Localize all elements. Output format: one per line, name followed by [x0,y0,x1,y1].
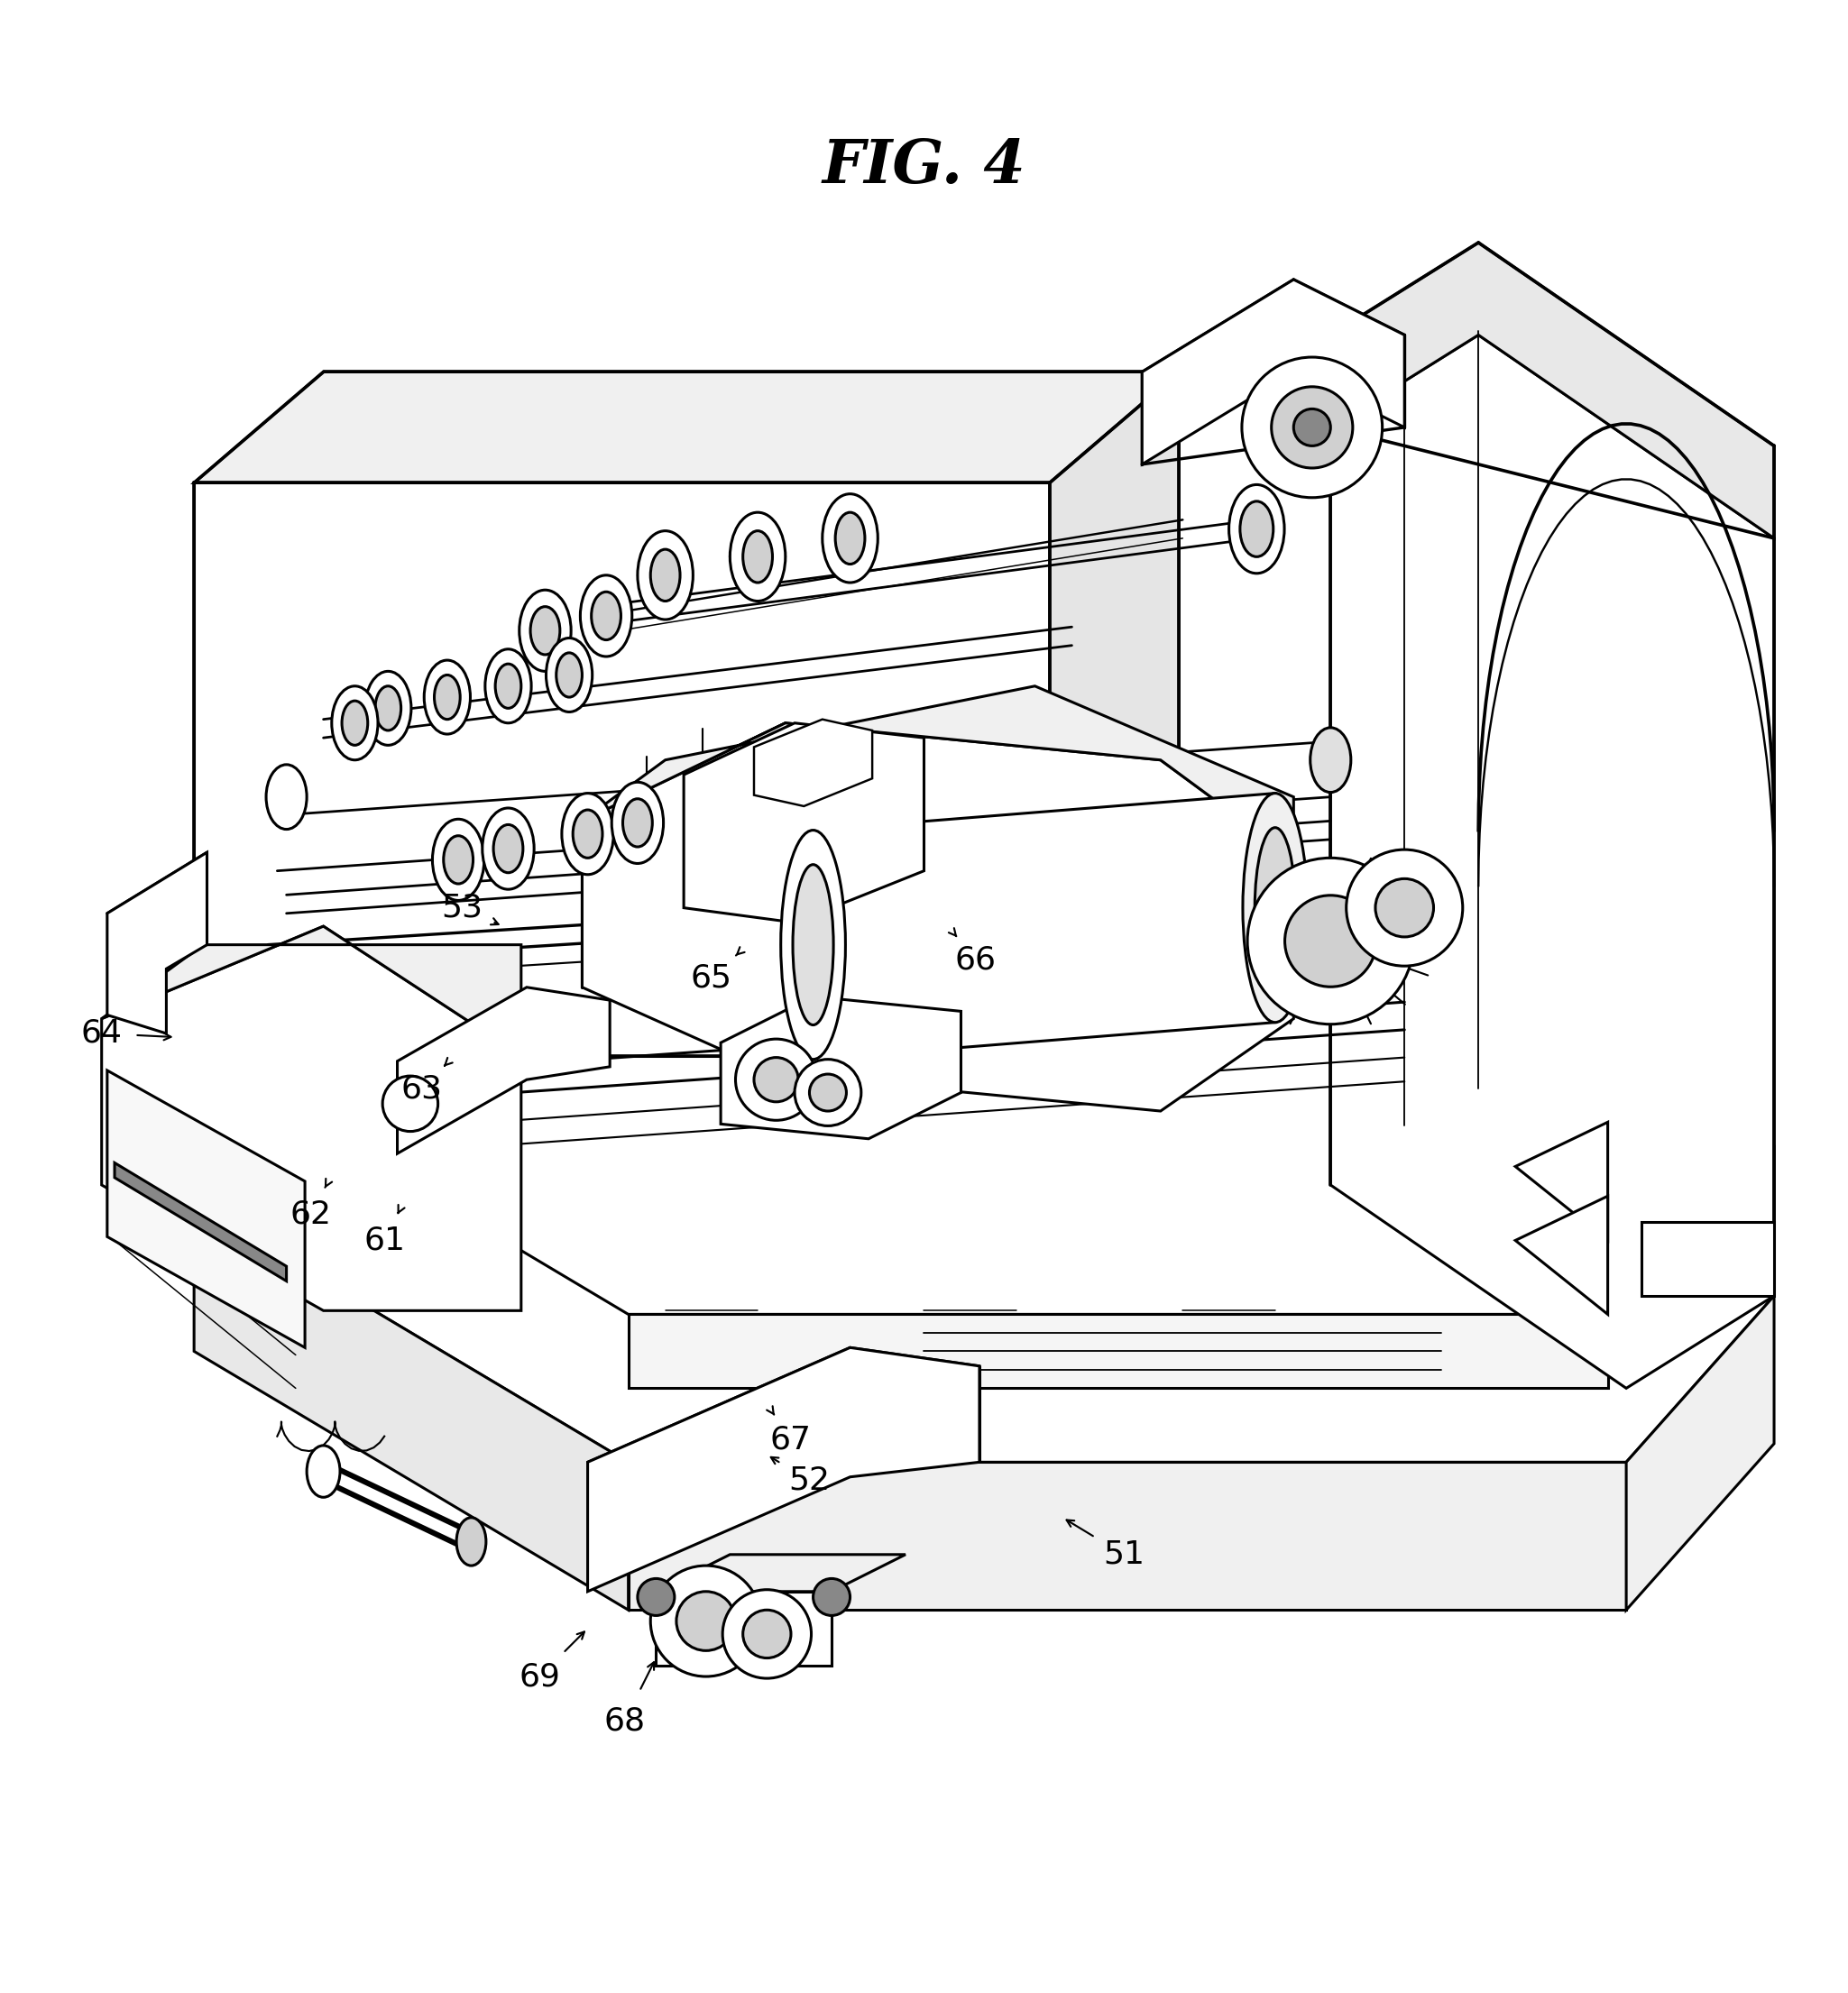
Polygon shape [1641,1222,1774,1295]
Polygon shape [115,1162,286,1281]
Text: 67: 67 [771,1425,811,1455]
Circle shape [813,1578,850,1616]
Circle shape [723,1590,811,1678]
Ellipse shape [1240,502,1273,556]
Text: 66: 66 [955,945,996,975]
Ellipse shape [793,865,833,1024]
Text: 64: 64 [81,1018,122,1048]
Circle shape [795,1060,861,1126]
Ellipse shape [780,831,845,1060]
Ellipse shape [638,530,693,620]
Ellipse shape [547,638,591,712]
Ellipse shape [519,590,571,672]
Ellipse shape [730,512,785,602]
Text: 52: 52 [789,1465,830,1497]
Polygon shape [656,1555,906,1592]
Ellipse shape [591,592,621,640]
Circle shape [638,1578,675,1616]
Circle shape [1242,357,1382,498]
Circle shape [650,1566,761,1676]
Ellipse shape [1310,727,1351,793]
Text: FIG. 4: FIG. 4 [822,138,1026,195]
Circle shape [736,1038,817,1120]
Ellipse shape [432,819,484,901]
Polygon shape [684,723,924,923]
Ellipse shape [423,660,469,733]
Polygon shape [628,1313,1608,1389]
Polygon shape [1050,373,1179,1056]
Polygon shape [102,927,521,1056]
Ellipse shape [835,512,865,564]
Ellipse shape [530,606,560,654]
Polygon shape [194,1056,1774,1463]
Text: 69: 69 [519,1660,560,1692]
Ellipse shape [562,793,614,875]
Ellipse shape [484,650,530,723]
Text: 53: 53 [442,893,482,923]
Text: 62: 62 [290,1200,331,1230]
Ellipse shape [266,765,307,829]
Text: 65: 65 [691,963,732,993]
Ellipse shape [1255,827,1295,989]
Ellipse shape [822,494,878,582]
Circle shape [1294,409,1331,446]
Ellipse shape [493,825,523,873]
Circle shape [754,1058,798,1102]
Text: 68: 68 [604,1706,645,1736]
Ellipse shape [650,550,680,602]
Text: 51: 51 [1103,1539,1144,1570]
Ellipse shape [342,702,368,745]
Polygon shape [1626,1295,1774,1610]
Ellipse shape [1242,793,1307,1022]
Circle shape [1247,857,1414,1024]
Ellipse shape [375,686,401,729]
Ellipse shape [444,835,473,883]
Polygon shape [397,987,610,1154]
Polygon shape [721,996,961,1138]
Polygon shape [1331,243,1774,538]
Circle shape [1345,849,1462,967]
Ellipse shape [331,686,377,759]
Circle shape [1271,387,1353,468]
Text: 61: 61 [364,1226,405,1256]
Circle shape [383,1076,438,1132]
Polygon shape [628,1463,1626,1610]
Polygon shape [1515,1196,1608,1313]
Ellipse shape [612,781,663,863]
Polygon shape [582,686,1294,857]
Polygon shape [1515,1122,1608,1240]
Polygon shape [194,1204,628,1610]
Polygon shape [1142,279,1404,464]
Polygon shape [1331,335,1774,1389]
Polygon shape [656,1592,832,1666]
Ellipse shape [482,807,534,889]
Polygon shape [194,482,1050,1056]
Polygon shape [107,1070,305,1347]
Ellipse shape [743,530,772,582]
Polygon shape [107,853,207,1034]
Ellipse shape [1229,484,1284,574]
Text: 63: 63 [401,1074,442,1104]
Ellipse shape [623,799,652,847]
Polygon shape [588,1347,979,1592]
Polygon shape [754,719,872,807]
Ellipse shape [495,664,521,708]
Ellipse shape [364,672,410,745]
Circle shape [1284,895,1377,987]
Ellipse shape [434,676,460,719]
Circle shape [676,1592,736,1650]
Polygon shape [813,793,1275,1060]
Polygon shape [582,723,1294,1110]
Circle shape [1375,879,1434,937]
Circle shape [743,1610,791,1658]
Ellipse shape [456,1517,486,1566]
Ellipse shape [573,809,602,857]
Ellipse shape [307,1445,340,1497]
Ellipse shape [556,654,582,698]
Polygon shape [102,927,521,1311]
Circle shape [809,1074,846,1110]
Polygon shape [194,373,1179,482]
Ellipse shape [580,576,632,656]
